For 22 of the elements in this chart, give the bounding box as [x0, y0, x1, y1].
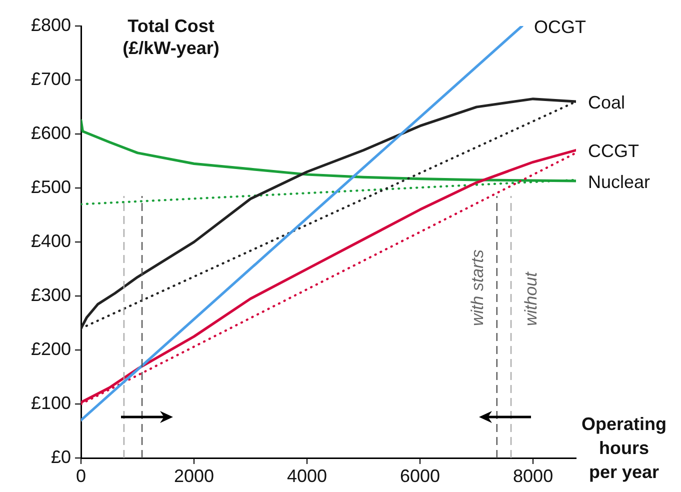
y-tick-label: £500	[30, 176, 71, 197]
y-tick-label: £200	[30, 338, 71, 359]
x-axis-title: Operating hours per year	[581, 414, 667, 482]
y-tick-label: £600	[30, 122, 71, 143]
series-label: OCGT	[534, 16, 586, 37]
chart-title: Total Cost (£/kW-year)	[122, 16, 220, 58]
x-tick-label: 6000	[400, 466, 440, 486]
y-tick-label: £700	[30, 68, 71, 89]
ref-line-label: without	[521, 270, 540, 326]
series-label: CCGT	[588, 141, 639, 162]
y-tick-label: £100	[30, 392, 71, 413]
y-tick-label: £300	[30, 284, 71, 305]
y-tick-label: £0	[50, 446, 71, 467]
y-tick-label: £800	[30, 14, 71, 35]
series-label: Coal	[588, 92, 626, 113]
x-tick-label: 8000	[513, 466, 554, 486]
x-tick-label: 4000	[287, 466, 328, 486]
x-tick-label: 2000	[174, 466, 214, 486]
series-label: Nuclear	[588, 172, 650, 192]
ref-line-label: with starts	[468, 248, 488, 326]
x-tick-label: 0	[76, 466, 86, 486]
y-tick-label: £400	[30, 230, 71, 251]
